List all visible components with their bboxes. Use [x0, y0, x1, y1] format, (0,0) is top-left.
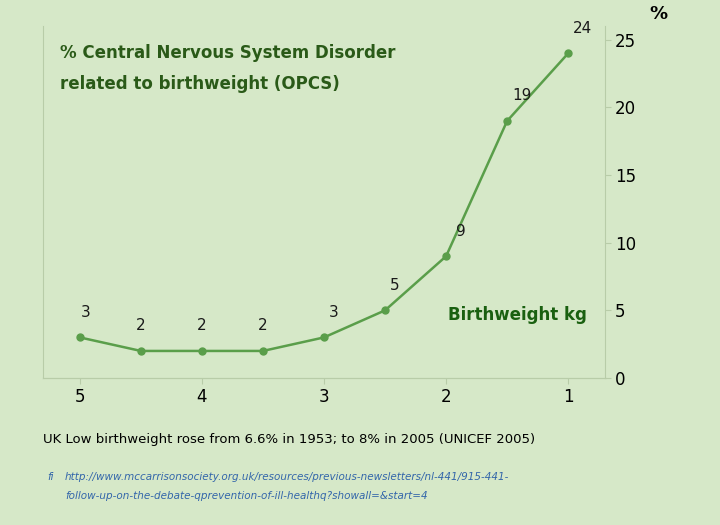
- Text: http://www.mccarrisonsociety.org.uk/resources/previous-newsletters/nl-441/915-44: http://www.mccarrisonsociety.org.uk/reso…: [65, 472, 509, 482]
- Text: 3: 3: [329, 305, 338, 320]
- Text: Birthweight kg: Birthweight kg: [448, 306, 586, 324]
- Text: %: %: [649, 5, 668, 23]
- Text: 2: 2: [197, 318, 207, 333]
- Text: 2: 2: [136, 318, 145, 333]
- Text: 2: 2: [258, 318, 268, 333]
- Text: 3: 3: [81, 305, 91, 320]
- Text: UK Low birthweight rose from 6.6% in 1953; to 8% in 2005 (UNICEF 2005): UK Low birthweight rose from 6.6% in 195…: [43, 433, 536, 446]
- Text: 5: 5: [390, 278, 400, 293]
- Text: fi: fi: [47, 472, 53, 482]
- Text: % Central Nervous System Disorder: % Central Nervous System Disorder: [60, 44, 395, 62]
- Text: 9: 9: [456, 224, 466, 239]
- Text: 19: 19: [512, 88, 531, 103]
- Text: follow-up-on-the-debate-qprevention-of-ill-healthq?showall=&start=4: follow-up-on-the-debate-qprevention-of-i…: [65, 491, 428, 501]
- Text: 24: 24: [573, 20, 593, 36]
- Text: related to birthweight (OPCS): related to birthweight (OPCS): [60, 76, 340, 93]
